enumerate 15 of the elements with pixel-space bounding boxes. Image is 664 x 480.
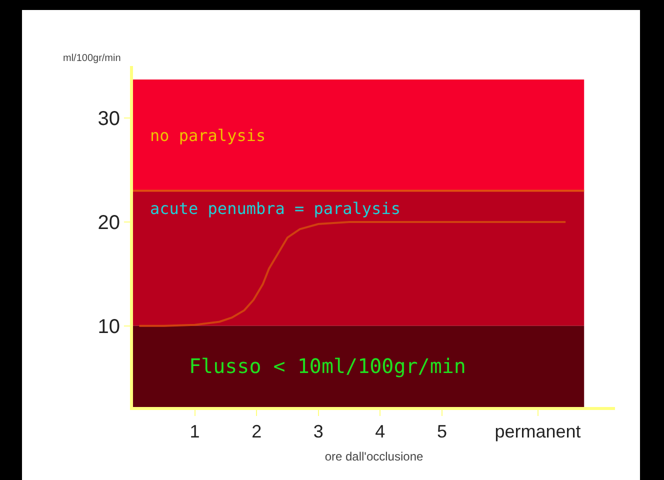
- x-tick-label: permanent: [494, 422, 581, 442]
- x-tick-label: 4: [375, 422, 386, 442]
- band-label: acute penumbra = paralysis: [150, 199, 400, 218]
- x-tick-label: 1: [190, 422, 200, 442]
- x-axis-title: ore dall'occlusione: [324, 450, 424, 464]
- y-tick-label: 30: [98, 108, 120, 130]
- x-tick-label: 5: [436, 422, 447, 442]
- x-tick-label: 3: [313, 422, 324, 442]
- y-tick-label: 20: [98, 212, 120, 234]
- x-tick-label: 2: [252, 422, 262, 442]
- y-axis-title: ml/100gr/min: [63, 53, 121, 64]
- band-label: no paralysis: [150, 126, 266, 145]
- y-tick-label: 10: [98, 316, 120, 338]
- band-label: Flusso < 10ml/100gr/min: [189, 354, 466, 378]
- line-series: [138, 220, 567, 327]
